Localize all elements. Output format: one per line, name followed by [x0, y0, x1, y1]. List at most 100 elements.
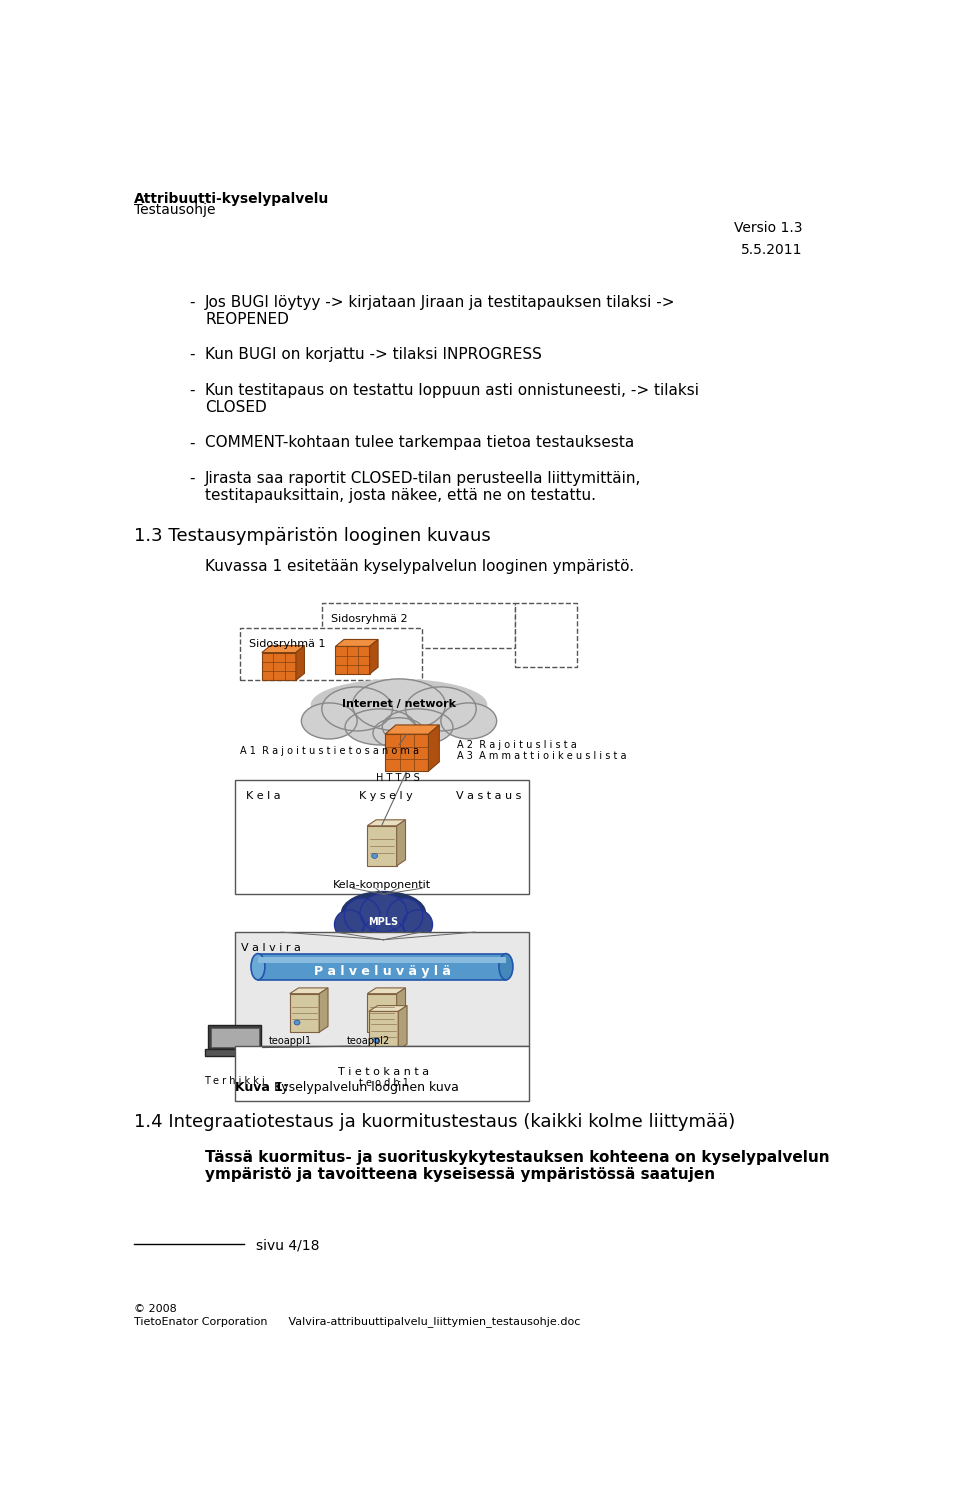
- Polygon shape: [385, 734, 428, 771]
- Text: Kuva 1:: Kuva 1:: [234, 1080, 288, 1094]
- Polygon shape: [370, 639, 378, 674]
- Text: T e r h i k k i: T e r h i k k i: [204, 1076, 265, 1086]
- Bar: [240, 629, 422, 680]
- Ellipse shape: [402, 910, 433, 940]
- Polygon shape: [262, 653, 296, 680]
- Bar: [205, 1049, 264, 1056]
- Ellipse shape: [345, 709, 416, 745]
- Ellipse shape: [345, 898, 380, 934]
- Text: Sidosryhmä 2: Sidosryhmä 2: [331, 613, 407, 624]
- Text: -: -: [190, 471, 195, 487]
- Text: Sidosryhmä 1: Sidosryhmä 1: [250, 639, 326, 648]
- Polygon shape: [396, 820, 405, 866]
- Text: Testausohje: Testausohje: [134, 202, 215, 218]
- Text: P a l v e l u v ä y l ä: P a l v e l u v ä y l ä: [314, 966, 450, 978]
- Text: 1.3 Testausympäristön looginen kuvaus: 1.3 Testausympäristön looginen kuvaus: [134, 527, 491, 545]
- Bar: [210, 1027, 259, 1047]
- Bar: [290, 994, 319, 1032]
- Ellipse shape: [311, 678, 488, 731]
- Ellipse shape: [360, 895, 407, 932]
- Ellipse shape: [251, 953, 265, 979]
- Ellipse shape: [382, 709, 453, 745]
- Text: Kela-komponentit: Kela-komponentit: [333, 881, 431, 890]
- Polygon shape: [385, 725, 440, 734]
- Polygon shape: [335, 647, 370, 674]
- Text: K e l a: K e l a: [247, 792, 281, 801]
- Text: t e o d b 1: t e o d b 1: [359, 1077, 408, 1088]
- Text: -: -: [190, 384, 195, 397]
- Ellipse shape: [373, 1038, 379, 1043]
- Polygon shape: [290, 988, 328, 994]
- Ellipse shape: [372, 718, 425, 748]
- Bar: [368, 994, 396, 1032]
- Text: H T T P S: H T T P S: [375, 772, 420, 783]
- Text: V a s t a u s: V a s t a u s: [456, 792, 521, 801]
- Bar: [375, 1056, 392, 1064]
- Ellipse shape: [375, 1059, 392, 1068]
- Text: Versio 1.3: Versio 1.3: [733, 221, 802, 236]
- Bar: [369, 1011, 398, 1050]
- Polygon shape: [368, 820, 405, 827]
- Bar: [516, 603, 577, 668]
- Polygon shape: [296, 645, 304, 680]
- Text: testitapauksittain, josta näkee, että ne on testattu.: testitapauksittain, josta näkee, että ne…: [205, 488, 596, 503]
- Text: Kyselypalvelun looginen kuva: Kyselypalvelun looginen kuva: [271, 1080, 459, 1094]
- Text: COMMENT-kohtaan tulee tarkempaa tietoa testauksesta: COMMENT-kohtaan tulee tarkempaa tietoa t…: [205, 435, 635, 450]
- Text: K y s e l y: K y s e l y: [359, 792, 413, 801]
- Polygon shape: [369, 1006, 407, 1011]
- Text: ympäristö ja tavoitteena kyseisessä ympäristössä saatujen: ympäristö ja tavoitteena kyseisessä ympä…: [205, 1166, 715, 1182]
- Ellipse shape: [352, 678, 445, 731]
- Text: Jos BUGI löytyy -> kirjataan Jiraan ja testitapauksen tilaksi ->: Jos BUGI löytyy -> kirjataan Jiraan ja t…: [205, 295, 676, 310]
- Text: Kun testitapaus on testattu loppuun asti onnistuneesti, -> tilaksi: Kun testitapaus on testattu loppuun asti…: [205, 384, 699, 397]
- Bar: [322, 603, 516, 648]
- Text: A 3  A m m a t t i o i k e u s l i s t a: A 3 A m m a t t i o i k e u s l i s t a: [457, 751, 627, 762]
- Text: Tässä kuormitus- ja suorituskykytestauksen kohteena on kyselypalvelun: Tässä kuormitus- ja suorituskykytestauks…: [205, 1150, 829, 1165]
- Bar: [234, 780, 529, 895]
- Text: -: -: [190, 348, 195, 361]
- Text: 1.4 Integraatiotestaus ja kuormitustestaus (kaikki kolme liittymää): 1.4 Integraatiotestaus ja kuormitustesta…: [134, 1114, 735, 1132]
- Bar: [368, 827, 396, 866]
- Text: -: -: [190, 435, 195, 450]
- Text: CLOSED: CLOSED: [205, 400, 267, 416]
- Text: V a l v i r a: V a l v i r a: [241, 943, 300, 953]
- Ellipse shape: [405, 688, 476, 731]
- Text: Kun BUGI on korjattu -> tilaksi INPROGRESS: Kun BUGI on korjattu -> tilaksi INPROGRE…: [205, 348, 542, 361]
- Text: Jirasta saa raportit CLOSED-tilan perusteella liittymittäin,: Jirasta saa raportit CLOSED-tilan perust…: [205, 471, 641, 487]
- Ellipse shape: [294, 1020, 300, 1024]
- Text: T i e t o k a n t a: T i e t o k a n t a: [338, 1067, 429, 1077]
- Text: 5.5.2011: 5.5.2011: [740, 243, 802, 257]
- Ellipse shape: [499, 953, 513, 979]
- Ellipse shape: [372, 1020, 377, 1024]
- Text: -: -: [190, 295, 195, 310]
- Text: REOPENED: REOPENED: [205, 313, 289, 328]
- Text: © 2008: © 2008: [134, 1304, 177, 1315]
- Text: Internet / network: Internet / network: [342, 698, 456, 709]
- Ellipse shape: [372, 854, 377, 858]
- Bar: [234, 1046, 529, 1102]
- Ellipse shape: [334, 910, 364, 940]
- Ellipse shape: [322, 688, 393, 731]
- Polygon shape: [368, 988, 405, 994]
- Polygon shape: [262, 645, 304, 653]
- Bar: [208, 1026, 261, 1049]
- Ellipse shape: [301, 703, 357, 739]
- Ellipse shape: [362, 919, 405, 944]
- Text: Attribuutti-kyselypalvelu: Attribuutti-kyselypalvelu: [134, 192, 329, 205]
- Ellipse shape: [441, 703, 496, 739]
- Polygon shape: [428, 725, 440, 771]
- Polygon shape: [396, 988, 405, 1032]
- Text: sivu 4/18: sivu 4/18: [255, 1239, 319, 1253]
- Polygon shape: [398, 1006, 407, 1050]
- Polygon shape: [319, 988, 328, 1032]
- Ellipse shape: [387, 898, 422, 934]
- Text: A 1  R a j o i t u s t i e t o s a n o m a: A 1 R a j o i t u s t i e t o s a n o m …: [240, 746, 420, 756]
- Bar: [234, 932, 529, 1046]
- Text: teoappl1: teoappl1: [269, 1037, 312, 1046]
- Bar: [258, 956, 506, 963]
- Ellipse shape: [341, 891, 426, 935]
- Text: A 2  R a j o i t u s l i s t a: A 2 R a j o i t u s l i s t a: [457, 740, 577, 751]
- Text: Kuvassa 1 esitetään kyselypalvelun looginen ympäristö.: Kuvassa 1 esitetään kyselypalvelun loogi…: [205, 559, 635, 574]
- Text: TietoEnator Corporation      Valvira-attribuuttipalvelu_liittymien_testausohje.d: TietoEnator Corporation Valvira-attribuu…: [134, 1316, 581, 1327]
- Ellipse shape: [375, 1052, 392, 1061]
- Bar: [258, 953, 506, 979]
